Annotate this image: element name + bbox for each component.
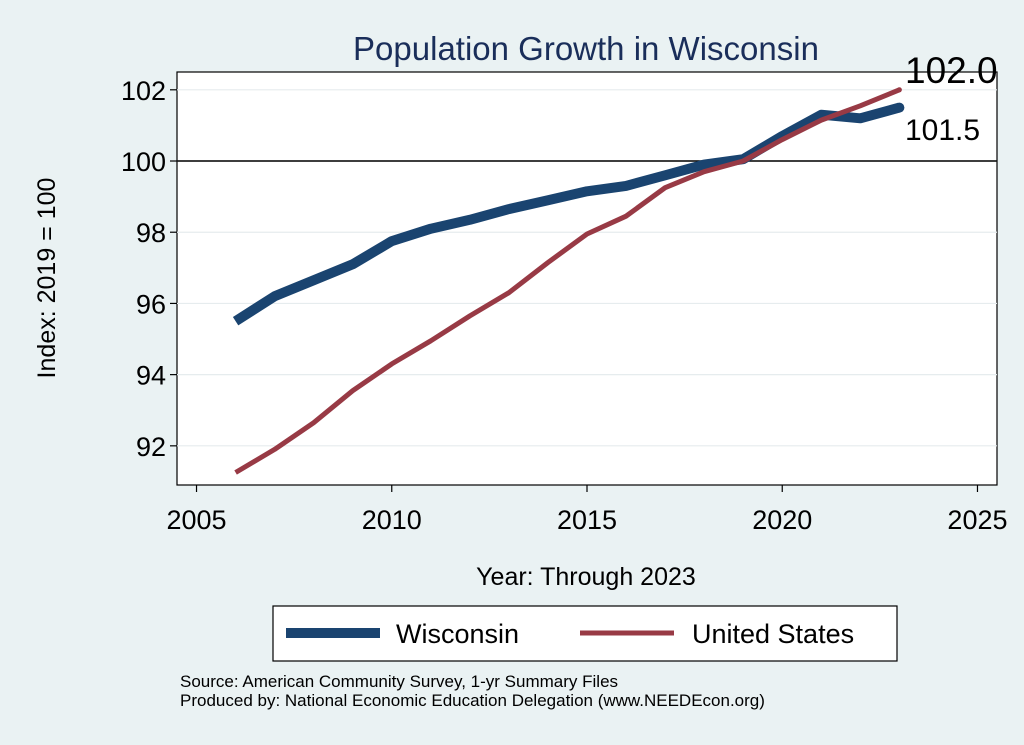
producer-note: Produced by: National Economic Education… [180,691,765,710]
x-tick-label: 2005 [166,505,226,535]
axes: 92 94 96 98 100 102 2005 2010 2015 2020 2025 [121,76,1008,535]
y-tick-label: 100 [121,147,166,177]
x-axis-title: Year: Through 2023 [476,563,696,591]
x-tick-label: 2010 [362,505,422,535]
y-tick-label: 102 [121,76,166,106]
y-tick-label: 96 [136,289,166,319]
series-end-point [896,87,902,93]
legend-label-wisconsin: Wisconsin [396,619,519,649]
source-note: Source: American Community Survey, 1-yr … [180,672,619,691]
y-axis-title: Index: 2019 = 100 [33,178,61,379]
end-label-wisconsin: 101.5 [905,114,980,147]
legend-label-united-states: United States [692,619,854,649]
end-label-united-states: 102.0 [905,50,998,91]
series-end-point [894,102,905,113]
series-lines [232,87,905,475]
x-tick-label: 2015 [557,505,617,535]
x-tick-label: 2025 [947,505,1007,535]
legend: Wisconsin United States [272,605,898,662]
chart-title: Population Growth in Wisconsin [353,30,819,67]
plot-area [176,71,998,486]
x-tick-label: 2020 [752,505,812,535]
y-tick-label: 94 [136,361,166,391]
y-tick-label: 98 [136,218,166,248]
y-tick-label: 92 [136,432,166,462]
series-line-wisconsin [232,102,901,326]
series-line-united-states [234,87,901,475]
